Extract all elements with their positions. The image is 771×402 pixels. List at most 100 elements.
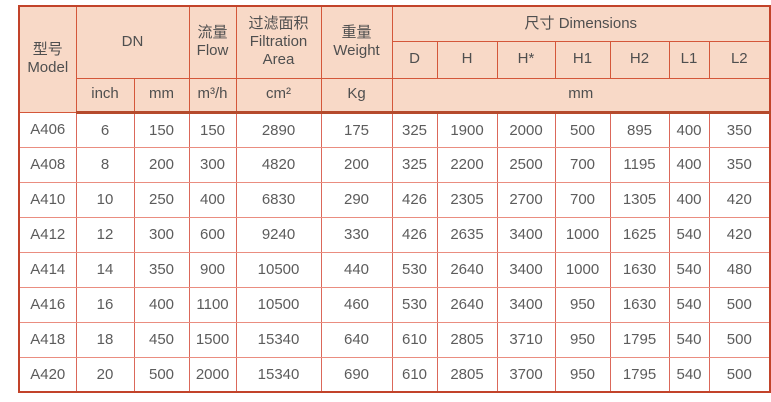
header-flow: 流量 Flow: [188, 5, 237, 79]
header-row-units: inch mm m³/h cm² Kg mm: [19, 77, 771, 114]
value-cell: 1900: [436, 111, 498, 148]
value-cell: 420: [708, 181, 771, 218]
model-cell: A418: [18, 321, 77, 358]
value-cell: 325: [391, 111, 438, 148]
value-cell: 500: [554, 111, 611, 148]
value-cell: 1000: [554, 216, 611, 253]
value-cell: 400: [133, 286, 190, 323]
value-cell: 460: [320, 286, 393, 323]
value-cell: 150: [188, 111, 237, 148]
value-cell: 426: [391, 216, 438, 253]
value-cell: 175: [320, 111, 393, 148]
table-header: 型号 Model DN 流量 Flow 过滤面积 Filtration Area…: [18, 5, 771, 114]
value-cell: 10: [75, 181, 135, 218]
value-cell: 150: [133, 111, 190, 148]
table-row: A416 16 400 1100 10500 460 530 2640 3400 950 1630 5…: [18, 286, 771, 323]
value-cell: 2700: [496, 181, 556, 218]
value-cell: 1630: [609, 286, 670, 323]
unit-inch: inch: [75, 77, 135, 114]
table-row: A420 20 500 2000 15340 690 610 2805 3700 950 1795 5…: [18, 356, 771, 393]
value-cell: 400: [668, 146, 710, 183]
value-cell: 530: [391, 286, 438, 323]
value-cell: 1795: [609, 356, 670, 393]
unit-dn-mm: mm: [133, 77, 190, 114]
model-cell: A414: [18, 251, 77, 288]
value-cell: 18: [75, 321, 135, 358]
value-cell: 420: [708, 216, 771, 253]
value-cell: 540: [668, 356, 710, 393]
value-cell: 500: [708, 286, 771, 323]
value-cell: 2805: [436, 356, 498, 393]
value-cell: 1000: [554, 251, 611, 288]
value-cell: 400: [668, 111, 710, 148]
header-weight: 重量 Weight: [320, 5, 393, 79]
header-dim-h2: H2: [609, 40, 670, 79]
model-cell: A410: [18, 181, 77, 218]
value-cell: 9240: [235, 216, 322, 253]
value-cell: 900: [188, 251, 237, 288]
value-cell: 2640: [436, 286, 498, 323]
value-cell: 690: [320, 356, 393, 393]
value-cell: 200: [133, 146, 190, 183]
value-cell: 350: [133, 251, 190, 288]
table-body: A406 6 150 150 2890 175 325 1900 2000 500 895 400 35…: [18, 111, 771, 393]
header-dim-h: H: [436, 40, 498, 79]
value-cell: 2000: [496, 111, 556, 148]
value-cell: 950: [554, 286, 611, 323]
value-cell: 15340: [235, 321, 322, 358]
value-cell: 2200: [436, 146, 498, 183]
value-cell: 610: [391, 356, 438, 393]
value-cell: 540: [668, 251, 710, 288]
model-cell: A406: [18, 111, 77, 148]
value-cell: 2640: [436, 251, 498, 288]
value-cell: 1630: [609, 251, 670, 288]
table-row: A418 18 450 1500 15340 640 610 2805 3710 950 1795 5…: [18, 321, 771, 358]
model-cell: A420: [18, 356, 77, 393]
value-cell: 440: [320, 251, 393, 288]
value-cell: 530: [391, 251, 438, 288]
header-dim-l2: L2: [708, 40, 771, 79]
header-row-groups: 型号 Model DN 流量 Flow 过滤面积 Filtration Area…: [18, 5, 771, 113]
value-cell: 300: [133, 216, 190, 253]
value-cell: 450: [133, 321, 190, 358]
value-cell: 540: [668, 286, 710, 323]
value-cell: 1100: [188, 286, 237, 323]
value-cell: 2805: [436, 321, 498, 358]
value-cell: 480: [708, 251, 771, 288]
value-cell: 330: [320, 216, 393, 253]
table-row: A410 10 250 400 6830 290 426 2305 2700 700 1305 400…: [18, 181, 771, 218]
value-cell: 500: [133, 356, 190, 393]
header-dim-d: D: [391, 40, 438, 79]
value-cell: 540: [668, 216, 710, 253]
value-cell: 14: [75, 251, 135, 288]
header-dim-l1: L1: [668, 40, 710, 79]
table-row: A414 14 350 900 10500 440 530 2640 3400 1000 1630 5…: [18, 251, 771, 288]
header-dim-h1: H1: [554, 40, 611, 79]
value-cell: 540: [668, 321, 710, 358]
value-cell: 250: [133, 181, 190, 218]
value-cell: 3400: [496, 251, 556, 288]
value-cell: 3700: [496, 356, 556, 393]
value-cell: 700: [554, 146, 611, 183]
model-cell: A408: [18, 146, 77, 183]
value-cell: 4820: [235, 146, 322, 183]
header-dimensions: 尺寸 Dimensions: [391, 5, 771, 42]
value-cell: 2635: [436, 216, 498, 253]
table-row: A408 8 200 300 4820 200 325 2200 2500 700 1195 400 3…: [18, 146, 771, 183]
value-cell: 700: [554, 181, 611, 218]
table-row: A406 6 150 150 2890 175 325 1900 2000 500 895 400 35…: [18, 111, 771, 148]
value-cell: 10500: [235, 286, 322, 323]
value-cell: 10500: [235, 251, 322, 288]
table-row: A412 12 300 600 9240 330 426 2635 3400 1000 1625 54…: [18, 216, 771, 253]
value-cell: 400: [188, 181, 237, 218]
value-cell: 640: [320, 321, 393, 358]
header-dn: DN: [75, 5, 190, 79]
value-cell: 16: [75, 286, 135, 323]
value-cell: 200: [320, 146, 393, 183]
value-cell: 950: [554, 356, 611, 393]
value-cell: 6830: [235, 181, 322, 218]
value-cell: 3710: [496, 321, 556, 358]
value-cell: 20: [75, 356, 135, 393]
value-cell: 1625: [609, 216, 670, 253]
value-cell: 350: [708, 111, 771, 148]
